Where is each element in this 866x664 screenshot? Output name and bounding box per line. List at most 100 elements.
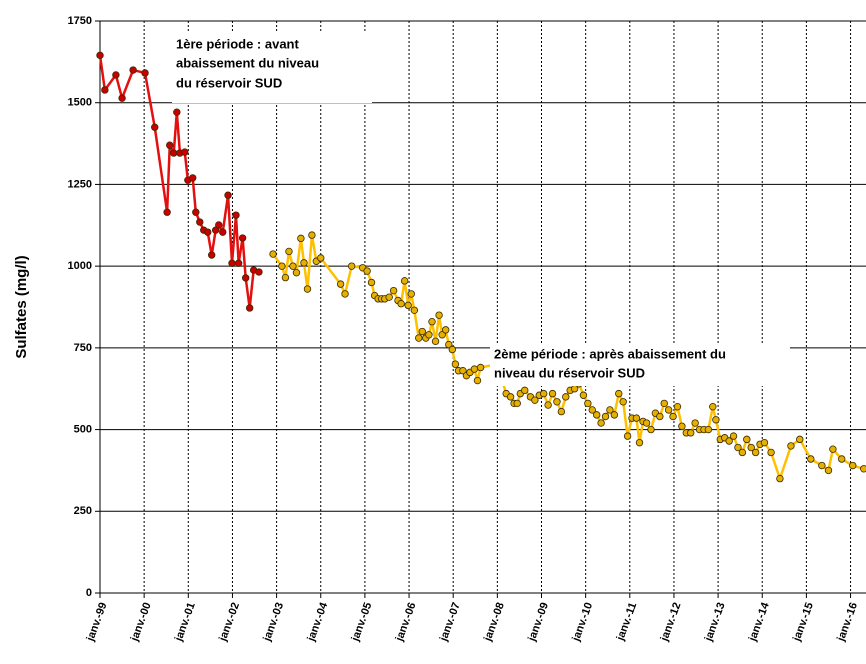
data-point xyxy=(428,318,436,326)
data-point xyxy=(513,399,521,408)
data-point xyxy=(404,301,412,310)
data-point xyxy=(166,141,174,149)
data-point xyxy=(704,425,713,434)
data-point xyxy=(642,419,651,427)
data-point xyxy=(410,306,419,314)
data-point xyxy=(557,407,566,416)
data-point xyxy=(544,401,552,409)
data-point xyxy=(232,211,240,219)
x-tick-label: janv.-04 xyxy=(305,600,331,644)
data-point xyxy=(303,285,312,293)
data-point xyxy=(691,419,699,427)
data-point xyxy=(173,108,181,116)
data-point xyxy=(297,234,305,243)
data-point xyxy=(787,442,795,450)
data-point xyxy=(459,367,467,375)
y-tick-label: 1250 xyxy=(68,178,92,190)
data-point xyxy=(738,448,747,457)
data-point xyxy=(438,331,446,339)
y-tick-label: 1500 xyxy=(68,97,92,109)
data-point xyxy=(238,234,247,242)
data-point xyxy=(824,466,833,475)
series-line xyxy=(98,55,260,310)
x-tick-label: janv.-07 xyxy=(437,601,462,644)
data-point xyxy=(579,391,588,399)
data-point xyxy=(751,448,760,457)
data-point xyxy=(96,51,104,60)
y-tick-label: 750 xyxy=(74,342,92,354)
data-point xyxy=(289,262,297,270)
data-point xyxy=(269,250,277,258)
data-point xyxy=(807,455,815,463)
data-point xyxy=(441,326,450,334)
data-point xyxy=(151,123,159,131)
data-point xyxy=(367,278,376,287)
y-tick-label: 1000 xyxy=(68,260,92,272)
data-point xyxy=(678,422,686,431)
x-tick-label: janv.-14 xyxy=(746,600,772,644)
data-point xyxy=(192,208,200,216)
data-point xyxy=(623,432,632,440)
data-point xyxy=(562,393,570,401)
data-point xyxy=(347,262,356,270)
data-point xyxy=(448,345,457,354)
data-point xyxy=(818,461,826,470)
annotation-text: 2ème période : après abaissement du xyxy=(494,346,726,361)
data-point xyxy=(584,399,592,408)
plot xyxy=(96,51,866,483)
data-point xyxy=(597,419,605,427)
data-point xyxy=(101,86,109,94)
data-point xyxy=(219,228,227,236)
data-point xyxy=(425,331,433,339)
data-point xyxy=(725,437,733,445)
x-tick-label: janv.-10 xyxy=(570,601,595,644)
data-point xyxy=(189,174,197,182)
data-point xyxy=(838,455,846,463)
data-point xyxy=(506,393,515,401)
data-point xyxy=(445,340,453,349)
grid: 0 250 500 750 1000 1250 1500 1750 janv.-99 janv.-… xyxy=(68,15,866,644)
x-tick-label: janv.-06 xyxy=(393,601,418,644)
data-point xyxy=(635,438,644,447)
x-tick-label: janv.-09 xyxy=(526,601,551,644)
data-point xyxy=(553,398,561,406)
data-point xyxy=(531,396,539,404)
data-point xyxy=(592,411,601,419)
x-tick-label: janv.-13 xyxy=(702,601,727,644)
data-point xyxy=(606,406,614,414)
data-point xyxy=(292,268,301,277)
data-point xyxy=(747,443,755,452)
annotation-text: abaissement du niveau xyxy=(176,55,319,70)
data-point xyxy=(473,376,482,385)
y-tick-label: 500 xyxy=(74,423,92,435)
data-point xyxy=(588,406,596,414)
annotation-text: niveau du réservoir SUD xyxy=(494,365,645,380)
data-point xyxy=(476,363,485,372)
data-point xyxy=(341,290,349,298)
data-point xyxy=(610,411,619,419)
y-tick-label: 1750 xyxy=(68,15,92,27)
data-point xyxy=(615,389,623,398)
annotation-box xyxy=(490,344,790,386)
data-point xyxy=(308,231,316,239)
annotation-text: 1ère période : avant xyxy=(176,36,299,51)
data-point xyxy=(278,262,286,270)
data-point xyxy=(451,360,460,368)
data-point xyxy=(729,432,738,440)
data-point xyxy=(767,448,775,457)
data-point xyxy=(664,406,673,414)
data-point xyxy=(181,148,189,156)
data-point xyxy=(743,435,751,444)
data-point xyxy=(397,300,405,308)
x-tick-label: janv.-11 xyxy=(614,601,639,643)
annotations: 1ère période : avant abaissement du nive… xyxy=(172,33,790,386)
data-point xyxy=(647,425,655,434)
data-point xyxy=(234,259,243,267)
data-point xyxy=(141,69,149,77)
data-point xyxy=(407,290,415,298)
x-tick-label: janv.-02 xyxy=(217,601,242,644)
data-point xyxy=(207,251,216,259)
y-tick-label: 0 xyxy=(86,587,92,599)
y-tick-label: 250 xyxy=(74,505,92,517)
